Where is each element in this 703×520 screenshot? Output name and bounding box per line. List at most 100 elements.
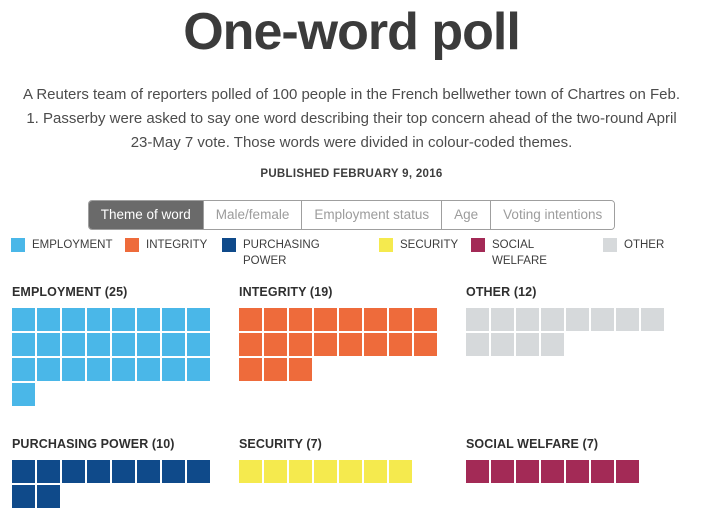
waffle-square[interactable] (87, 460, 110, 484)
waffle-square[interactable] (62, 333, 85, 357)
waffle-square[interactable] (187, 358, 210, 382)
waffle-square[interactable] (264, 358, 287, 382)
waffle-square[interactable] (289, 333, 312, 357)
waffle-square[interactable] (541, 308, 564, 332)
waffle-square[interactable] (239, 308, 262, 332)
waffle-square[interactable] (541, 333, 564, 357)
waffle-square[interactable] (314, 460, 337, 484)
waffle-square[interactable] (364, 333, 387, 357)
waffle-square[interactable] (289, 460, 312, 484)
waffle-square[interactable] (264, 460, 287, 484)
waffle-square[interactable] (314, 308, 337, 332)
waffle-section-title: INTEGRITY (19) (239, 285, 333, 300)
waffle-square[interactable] (466, 308, 489, 332)
published-date: PUBLISHED FEBRUARY 9, 2016 (260, 168, 443, 181)
waffle-square[interactable] (414, 333, 437, 357)
waffle-square[interactable] (339, 308, 362, 332)
waffle-square[interactable] (339, 333, 362, 357)
waffle-square[interactable] (566, 460, 589, 484)
waffle-square[interactable] (12, 485, 35, 509)
waffle-square[interactable] (389, 333, 412, 357)
waffle-square[interactable] (137, 460, 160, 484)
waffle-square[interactable] (137, 358, 160, 382)
waffle-square[interactable] (516, 333, 539, 357)
waffle-square[interactable] (62, 460, 85, 484)
waffle-square[interactable] (491, 460, 514, 484)
waffle-square[interactable] (491, 333, 514, 357)
waffle-square[interactable] (239, 358, 262, 382)
legend-label: INTEGRITY (146, 239, 208, 252)
tab-theme-of-word[interactable]: Theme of word (88, 201, 203, 230)
waffle-square[interactable] (389, 308, 412, 332)
waffle-square[interactable] (616, 460, 639, 484)
waffle-square[interactable] (62, 308, 85, 332)
legend-label: SECURITY (400, 239, 459, 252)
waffle-square[interactable] (239, 460, 262, 484)
waffle-square[interactable] (62, 358, 85, 382)
waffle-square[interactable] (289, 358, 312, 382)
waffle-square[interactable] (591, 460, 614, 484)
waffle-square[interactable] (516, 308, 539, 332)
legend-label: EMPLOYMENT (32, 239, 113, 252)
waffle-square[interactable] (112, 308, 135, 332)
waffle-square[interactable] (37, 460, 60, 484)
waffle-square[interactable] (616, 308, 639, 332)
tab-age[interactable]: Age (441, 201, 491, 230)
waffle-square[interactable] (162, 460, 185, 484)
waffle-square[interactable] (112, 460, 135, 484)
waffle-square[interactable] (364, 460, 387, 484)
waffle-square[interactable] (264, 333, 287, 357)
waffle-square[interactable] (491, 308, 514, 332)
waffle-square[interactable] (541, 460, 564, 484)
waffle-square[interactable] (264, 308, 287, 332)
legend-item-other: OTHER (603, 238, 664, 269)
waffle-square[interactable] (239, 333, 262, 357)
waffle-square[interactable] (641, 308, 664, 332)
waffle-square[interactable] (112, 358, 135, 382)
waffle-square[interactable] (12, 308, 35, 332)
legend-label: SOCIAL WELFARE (492, 239, 547, 267)
waffle-square[interactable] (162, 358, 185, 382)
waffle-square[interactable] (566, 308, 589, 332)
waffle-square[interactable] (389, 460, 412, 484)
tab-voting-intentions[interactable]: Voting intentions (490, 201, 615, 230)
waffle-square[interactable] (187, 460, 210, 484)
waffle-square[interactable] (87, 308, 110, 332)
waffle-square[interactable] (466, 460, 489, 484)
waffle-square[interactable] (112, 333, 135, 357)
waffle-square[interactable] (37, 333, 60, 357)
waffle-square[interactable] (162, 333, 185, 357)
waffle-square[interactable] (162, 308, 185, 332)
waffle-square[interactable] (137, 333, 160, 357)
tab-male-female[interactable]: Male/female (202, 201, 302, 230)
waffle-square[interactable] (87, 333, 110, 357)
waffle-grid-integrity (239, 308, 441, 383)
waffle-square[interactable] (12, 383, 35, 407)
waffle-square[interactable] (137, 308, 160, 332)
waffle-square[interactable] (289, 308, 312, 332)
waffle-square[interactable] (466, 333, 489, 357)
waffle-square[interactable] (187, 308, 210, 332)
legend-label: OTHER (624, 239, 665, 252)
waffle-square[interactable] (591, 308, 614, 332)
waffle-grid-other (466, 308, 668, 358)
waffle-square[interactable] (87, 358, 110, 382)
waffle-square[interactable] (414, 308, 437, 332)
waffle-square[interactable] (339, 460, 362, 484)
waffle-square[interactable] (364, 308, 387, 332)
waffle-square[interactable] (12, 460, 35, 484)
tab-employment-status[interactable]: Employment status (301, 201, 442, 230)
waffle-square[interactable] (314, 333, 337, 357)
waffle-charts: EMPLOYMENT (25) INTEGRITY (19) OTHER (12) P… (0, 285, 703, 510)
waffle-square[interactable] (37, 485, 60, 509)
waffle-square[interactable] (37, 358, 60, 382)
legend-item-social-welfare: SOCIAL WELFARE (471, 238, 603, 269)
waffle-section-title: SECURITY (7) (239, 437, 322, 452)
waffle-section-social-welfare: SOCIAL WELFARE (7) (466, 437, 666, 510)
waffle-square[interactable] (12, 358, 35, 382)
waffle-square[interactable] (12, 333, 35, 357)
waffle-square[interactable] (516, 460, 539, 484)
waffle-square[interactable] (37, 308, 60, 332)
waffle-square[interactable] (187, 333, 210, 357)
legend-swatch-other (603, 238, 617, 253)
